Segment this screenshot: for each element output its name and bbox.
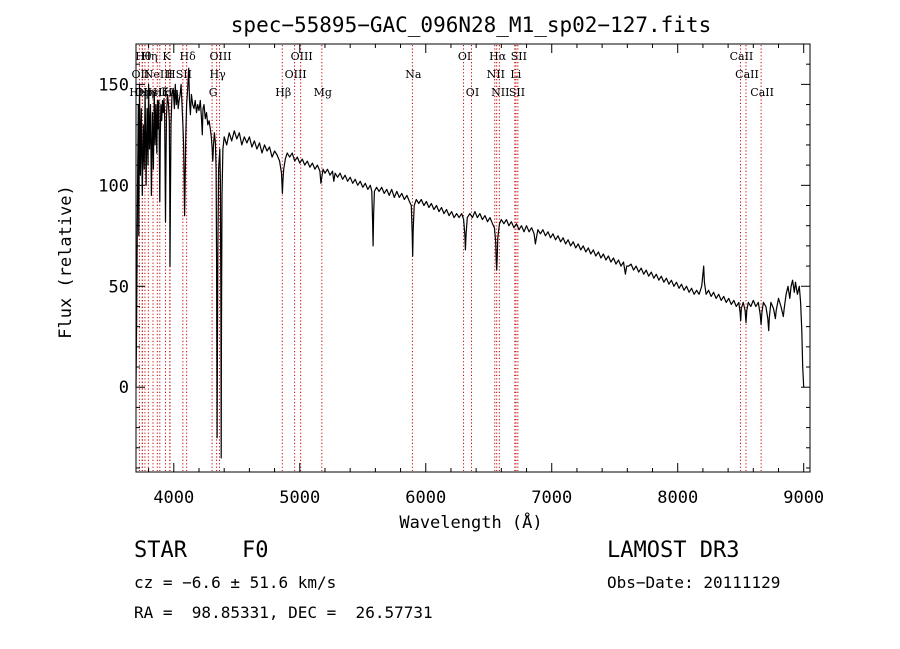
line-label: OIII [285, 68, 307, 81]
observation-date: Obs−Date: 20111129 [607, 573, 781, 592]
line-label: CaII [750, 86, 774, 99]
y-tick-label: 100 [98, 176, 129, 196]
redshift-velocity: cz = −6.6 ± 51.6 km/s [134, 573, 337, 592]
x-tick-label: 9000 [783, 488, 824, 508]
axis-ticks: 4000 5000 6000 7000 8000 9000 0 50 100 150 [98, 43, 824, 508]
line-label: NII [487, 68, 505, 81]
line-label: Hγ [210, 68, 227, 81]
line-label: Na [405, 68, 422, 81]
line-label: Li [510, 68, 521, 81]
spectrum-series [135, 67, 805, 459]
line-label: Hβ [275, 86, 291, 99]
line-label: SII [511, 50, 527, 63]
x-tick-label: 8000 [657, 488, 698, 508]
line-label: Hθ [135, 50, 152, 63]
line-label: Hη [141, 50, 157, 63]
y-tick-label: 50 [109, 277, 129, 297]
line-label: OI [466, 86, 479, 99]
survey-name: LAMOST DR3 [607, 538, 740, 563]
y-axis-label: Flux (relative) [56, 185, 76, 339]
line-label: OI [458, 50, 471, 63]
line-label: K [162, 50, 171, 63]
spectrum-line [135, 67, 805, 459]
line-label: Hζ [153, 86, 169, 99]
x-tick-label: 7000 [531, 488, 572, 508]
line-label: Hδ [180, 50, 197, 63]
object-subclass: F0 [242, 538, 269, 563]
plot-frame [135, 43, 811, 473]
line-label: CaII [730, 50, 754, 63]
emission-line-labels: OIIHθOIIHηHηHepsilonNeIIIHζKHHεSIIHδGHγO… [129, 50, 774, 99]
line-label: G [209, 86, 218, 99]
x-tick-label: 6000 [405, 488, 446, 508]
line-label: OIII [209, 50, 231, 63]
line-label: CaII [735, 68, 759, 81]
x-axis-label: Wavelength (Å) [399, 511, 542, 533]
x-tick-label: 5000 [279, 488, 320, 508]
x-tick-label: 4000 [153, 488, 194, 508]
emission-line-markers [138, 45, 762, 471]
line-label: SII [509, 86, 525, 99]
y-tick-label: 150 [98, 75, 129, 95]
ra-dec-coordinates: RA = 98.85331, DEC = 26.57731 [134, 603, 433, 622]
object-class: STAR [134, 538, 187, 563]
line-label: Mg [314, 86, 332, 99]
line-label: NII [491, 86, 509, 99]
line-label: OIII [291, 50, 313, 63]
line-label: NeIII [144, 68, 173, 81]
line-label: Hα [489, 50, 507, 63]
line-label: H [166, 68, 176, 81]
line-label: Hη [138, 86, 154, 99]
y-tick-label: 0 [119, 378, 129, 398]
chart-title: spec−55895−GAC_096N28_M1_sp02−127.fits [231, 13, 711, 37]
